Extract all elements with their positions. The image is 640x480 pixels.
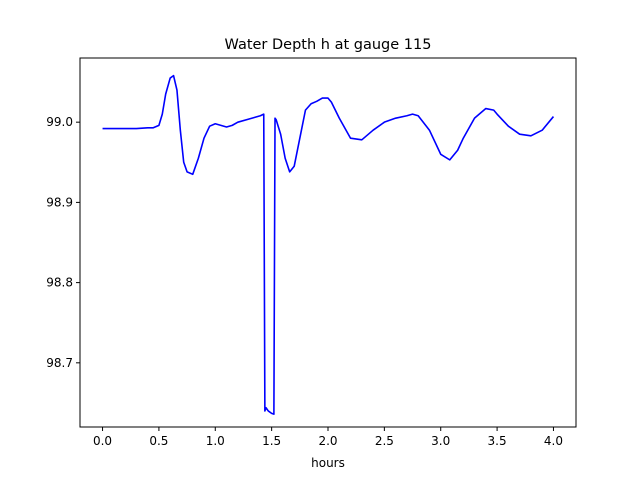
plot-area [102,74,555,415]
x-tick-label: 3.0 [431,434,450,448]
x-tick-label: 2.0 [318,434,337,448]
chart-title: Water Depth h at gauge 115 [225,37,432,53]
y-tick-label: 98.7 [46,356,73,370]
x-tick-label: 0.5 [149,434,168,448]
x-tick-label: 2.5 [375,434,394,448]
x-tick-label: 1.0 [206,434,225,448]
x-tick-label: 0.0 [93,434,112,448]
x-tick-label: 1.5 [262,434,281,448]
x-axis: 0.0 0.5 1.0 1.5 2.0 2.5 3.0 3.5 4.0 [93,427,563,448]
y-tick-label: 98.8 [46,276,73,290]
x-tick-label: 3.5 [488,434,507,448]
y-tick-label: 98.9 [46,195,73,209]
series-line-0 [102,74,555,415]
plot-frame [79,57,577,428]
x-tick-label: 4.0 [544,434,563,448]
y-tick-label: 99.0 [46,115,73,129]
x-axis-label: hours [311,456,345,470]
y-axis: 98.7 98.8 98.9 99.0 [46,115,80,370]
